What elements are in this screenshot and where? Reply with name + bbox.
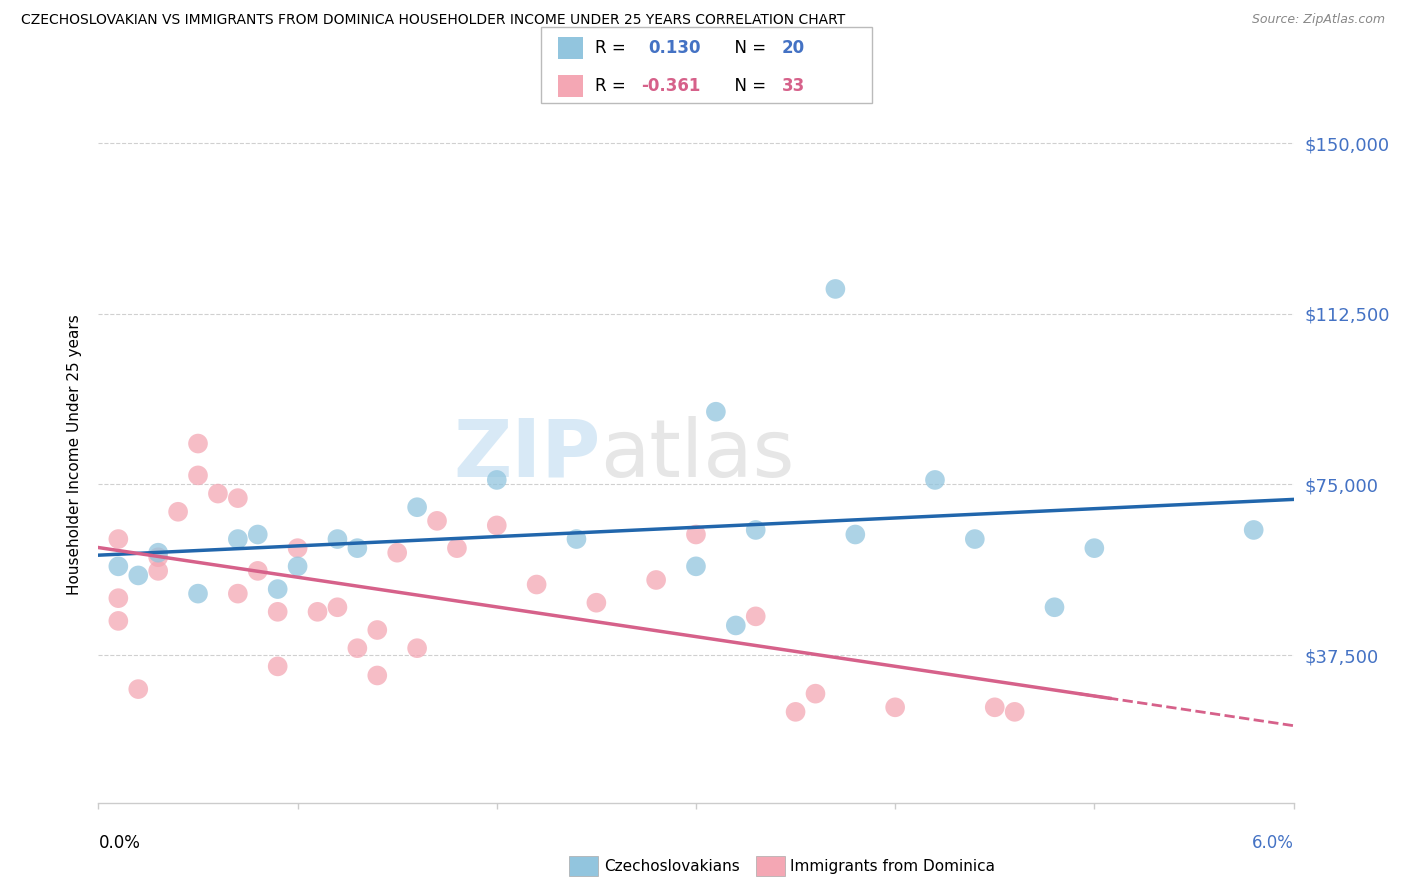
Point bbox=[645, 573, 668, 587]
Point bbox=[307, 605, 329, 619]
Point bbox=[485, 473, 508, 487]
Text: R =: R = bbox=[595, 77, 631, 95]
Point bbox=[267, 582, 290, 596]
Point bbox=[107, 559, 129, 574]
Point bbox=[685, 559, 707, 574]
Text: -0.361: -0.361 bbox=[641, 77, 700, 95]
Point bbox=[406, 500, 429, 515]
Point bbox=[107, 614, 129, 628]
Text: ZIP: ZIP bbox=[453, 416, 600, 494]
Point bbox=[167, 505, 190, 519]
Point bbox=[1004, 705, 1026, 719]
Point bbox=[565, 532, 588, 546]
Point bbox=[884, 700, 907, 714]
Text: CZECHOSLOVAKIAN VS IMMIGRANTS FROM DOMINICA HOUSEHOLDER INCOME UNDER 25 YEARS CO: CZECHOSLOVAKIAN VS IMMIGRANTS FROM DOMIN… bbox=[21, 13, 845, 28]
Point bbox=[526, 577, 548, 591]
Point bbox=[366, 668, 388, 682]
Point bbox=[385, 546, 409, 560]
Point bbox=[745, 609, 768, 624]
Point bbox=[267, 605, 290, 619]
Point bbox=[406, 641, 429, 656]
Point bbox=[924, 473, 946, 487]
Point bbox=[446, 541, 468, 556]
Point bbox=[107, 532, 129, 546]
Point bbox=[226, 586, 249, 600]
Text: 0.130: 0.130 bbox=[648, 39, 700, 57]
Point bbox=[426, 514, 449, 528]
Point bbox=[187, 468, 209, 483]
Point bbox=[785, 705, 807, 719]
Point bbox=[824, 282, 846, 296]
Point bbox=[107, 591, 129, 606]
Point bbox=[685, 527, 707, 541]
Point bbox=[148, 550, 170, 565]
Point bbox=[326, 532, 349, 546]
Point bbox=[287, 559, 309, 574]
Text: Immigrants from Dominica: Immigrants from Dominica bbox=[790, 859, 995, 873]
Point bbox=[207, 486, 229, 500]
Point bbox=[187, 436, 209, 450]
Y-axis label: Householder Income Under 25 years: Householder Income Under 25 years bbox=[67, 315, 83, 595]
Text: 20: 20 bbox=[782, 39, 804, 57]
Point bbox=[984, 700, 1007, 714]
Point bbox=[148, 564, 170, 578]
Point bbox=[485, 518, 508, 533]
Point bbox=[804, 687, 827, 701]
Text: 6.0%: 6.0% bbox=[1251, 834, 1294, 852]
Text: N =: N = bbox=[724, 39, 772, 57]
Point bbox=[127, 682, 149, 697]
Text: atlas: atlas bbox=[600, 416, 794, 494]
Point bbox=[346, 641, 368, 656]
Point bbox=[963, 532, 986, 546]
Point bbox=[704, 405, 727, 419]
Text: 0.0%: 0.0% bbox=[98, 834, 141, 852]
Point bbox=[148, 546, 170, 560]
Point bbox=[366, 623, 388, 637]
Point bbox=[246, 527, 269, 541]
Point bbox=[267, 659, 290, 673]
Point bbox=[745, 523, 768, 537]
Point bbox=[127, 568, 149, 582]
Text: R =: R = bbox=[595, 39, 631, 57]
Point bbox=[346, 541, 368, 556]
Point bbox=[1043, 600, 1066, 615]
Point bbox=[246, 564, 269, 578]
Text: Czechoslovakians: Czechoslovakians bbox=[605, 859, 741, 873]
Point bbox=[844, 527, 866, 541]
Point bbox=[326, 600, 349, 615]
Text: N =: N = bbox=[724, 77, 772, 95]
Point bbox=[1083, 541, 1105, 556]
Point bbox=[1243, 523, 1265, 537]
Text: 33: 33 bbox=[782, 77, 806, 95]
Text: Source: ZipAtlas.com: Source: ZipAtlas.com bbox=[1251, 13, 1385, 27]
Point bbox=[226, 532, 249, 546]
Point bbox=[724, 618, 747, 632]
Point bbox=[187, 586, 209, 600]
Point bbox=[585, 596, 607, 610]
Point bbox=[287, 541, 309, 556]
Point bbox=[226, 491, 249, 505]
